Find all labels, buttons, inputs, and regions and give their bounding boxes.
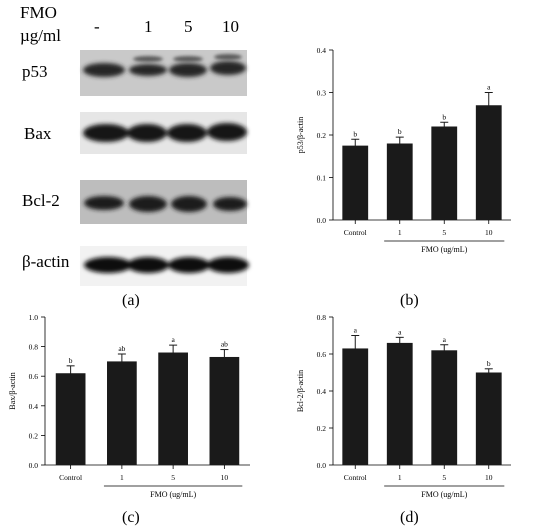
lane-label-0: - (94, 17, 100, 36)
y-tick-label: 0.6 (317, 350, 327, 359)
y-tick-label: 0.6 (29, 372, 39, 381)
panel-label-a: (a) (122, 292, 140, 309)
significance-letter: b (487, 359, 491, 368)
y-tick-label: 0.2 (29, 431, 39, 440)
significance-letter: ab (221, 340, 228, 349)
blot-header-unit: µg/ml (20, 26, 61, 45)
western-blot-image (80, 50, 249, 286)
y-tick-label: 0.0 (317, 461, 327, 470)
y-tick-label: 0.8 (317, 313, 327, 322)
x-tick-label: 10 (221, 473, 229, 482)
bar (386, 143, 413, 220)
x-tick-label: 10 (485, 473, 493, 482)
significance-letter: b (442, 112, 446, 121)
chart-p53: 0.0 0.1 0.2 0.3 0.4 p53/β-actin b Control b 1 b 5 a 1… (296, 46, 511, 254)
x-tick-label: 1 (398, 228, 402, 237)
x-tick-label: 5 (442, 473, 446, 482)
x-axis-label: FMO (ug/mL) (150, 490, 196, 499)
bar (158, 352, 188, 465)
bar (209, 356, 240, 465)
y-axis-label: Bcl-2/β-actin (296, 370, 305, 412)
lane-label-1: 1 (144, 17, 153, 36)
significance-letter: ab (118, 344, 125, 353)
significance-letter: a (443, 335, 447, 344)
x-tick-label: 5 (442, 228, 446, 237)
y-tick-label: 0.0 (29, 461, 39, 470)
bar (475, 105, 502, 220)
panel-label-d: (d) (400, 509, 419, 526)
x-tick-label: 10 (485, 228, 493, 237)
blot-header-fmo: FMO (20, 3, 57, 22)
y-tick-label: 0.4 (317, 387, 327, 396)
significance-letter: a (398, 327, 402, 336)
x-axis-label: FMO (ug/mL) (421, 490, 467, 499)
panel-label-c: (c) (122, 509, 140, 526)
x-tick-label: 5 (171, 473, 175, 482)
y-axis-label: Bax/β-actin (8, 372, 17, 409)
chart-bcl2: 0.0 0.2 0.4 0.6 0.8 Bcl-2/β-actin a Control a 1 a 5… (296, 313, 511, 499)
bar (342, 348, 369, 465)
y-tick-label: 1.0 (29, 313, 39, 322)
blot-row-label-bax: Bax (24, 124, 52, 143)
bar (386, 342, 413, 465)
lane-label-2: 5 (184, 17, 193, 36)
bar (342, 145, 369, 220)
bar (431, 126, 458, 220)
significance-letter: a (487, 83, 491, 92)
significance-letter: a (171, 335, 175, 344)
blot-row-label-p53: p53 (22, 62, 48, 81)
x-tick-label: Control (344, 473, 367, 482)
significance-letter: a (354, 326, 358, 335)
y-tick-label: 0.3 (317, 89, 327, 98)
x-axis-label: FMO (ug/mL) (421, 245, 467, 254)
bar (55, 373, 86, 465)
significance-letter: b (398, 127, 402, 136)
blot-row-label-bcl2: Bcl-2 (22, 191, 60, 210)
y-tick-label: 0.8 (29, 343, 39, 352)
bar (431, 350, 458, 465)
x-tick-label: Control (344, 228, 367, 237)
y-tick-label: 0.4 (317, 46, 327, 55)
x-tick-label: 1 (398, 473, 402, 482)
y-tick-label: 0.2 (317, 131, 327, 140)
blot-row-label-actin: β-actin (22, 252, 70, 271)
bar (475, 372, 502, 465)
y-axis-label: p53/β-actin (296, 117, 305, 154)
x-tick-label: Control (59, 473, 82, 482)
panel-label-b: (b) (400, 292, 419, 309)
lane-label-3: 10 (222, 17, 239, 36)
bar (107, 361, 137, 465)
x-tick-label: 1 (120, 473, 124, 482)
y-tick-label: 0.1 (317, 174, 327, 183)
significance-letter: b (353, 129, 357, 138)
y-tick-label: 0.2 (317, 424, 327, 433)
significance-letter: b (69, 356, 73, 365)
y-tick-label: 0.4 (29, 402, 39, 411)
y-tick-label: 0.0 (317, 216, 327, 225)
chart-bax: 0.0 0.2 0.4 0.6 0.8 1.0 Bax/β-actin b Control ab 1… (8, 313, 250, 499)
